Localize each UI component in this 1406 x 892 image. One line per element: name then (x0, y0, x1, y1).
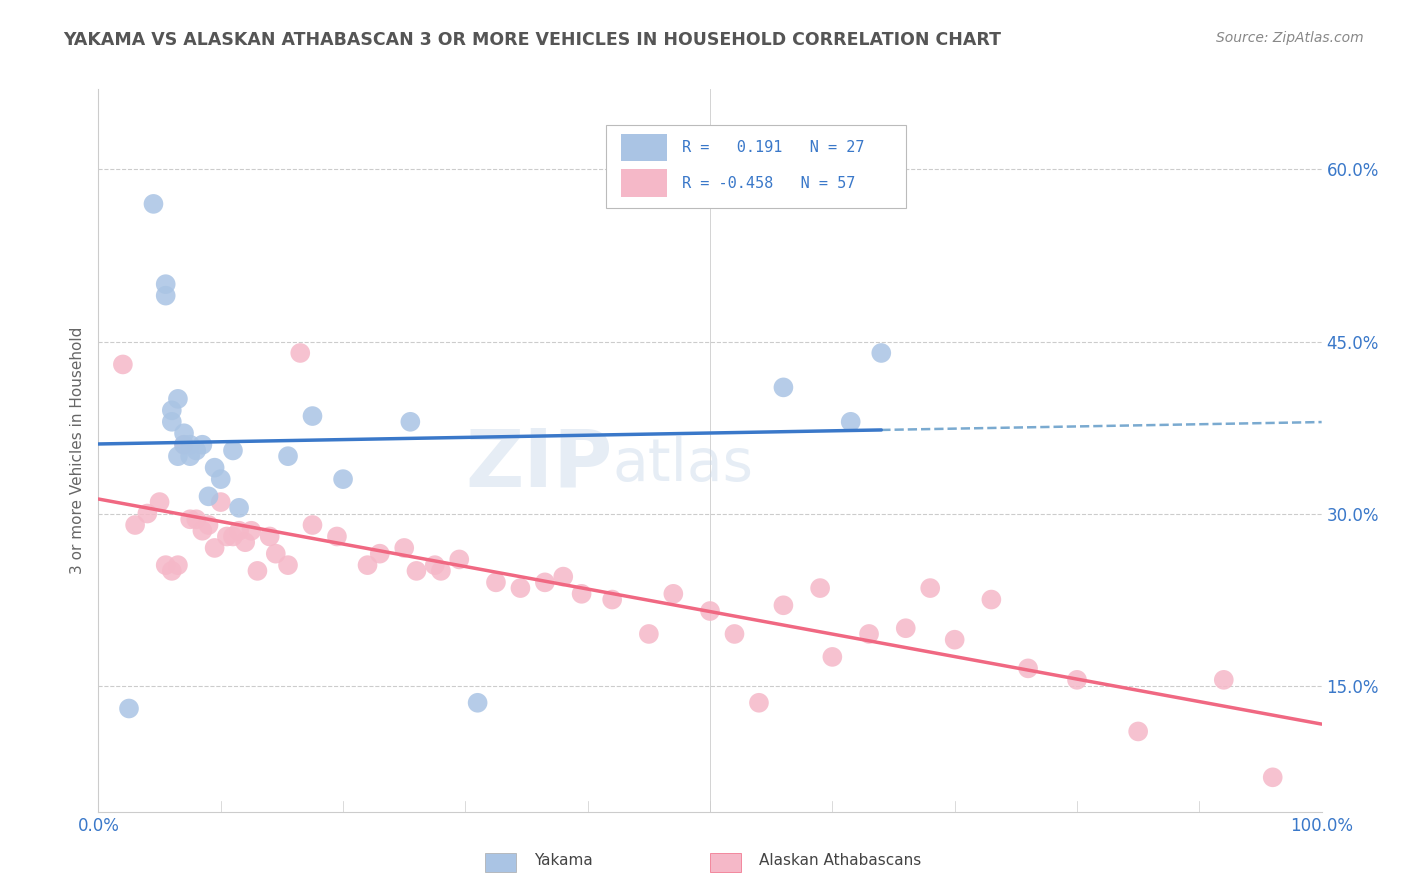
Point (197, 518, 219, 533)
Point (326, 529, 349, 543)
Point (423, 558, 446, 573)
Point (808, 581, 831, 595)
Point (173, 438, 195, 452)
Point (1261, 770, 1284, 784)
Point (246, 564, 269, 578)
Point (368, 547, 391, 561)
Point (534, 575, 557, 590)
Point (600, 592, 623, 607)
Point (186, 443, 208, 458)
Point (772, 380, 794, 394)
Text: Source: ZipAtlas.com: Source: ZipAtlas.com (1216, 31, 1364, 45)
Point (173, 426, 195, 441)
Point (209, 495, 232, 509)
Point (179, 449, 201, 463)
Point (405, 564, 427, 578)
Point (149, 495, 172, 509)
Point (894, 621, 917, 635)
Point (228, 500, 250, 515)
Point (111, 358, 134, 372)
Point (430, 564, 453, 578)
Text: R = -0.458   N = 57: R = -0.458 N = 57 (682, 176, 855, 191)
Point (124, 518, 146, 533)
Point (160, 403, 183, 417)
Point (186, 512, 208, 526)
Text: R =   0.191   N = 27: R = 0.191 N = 27 (682, 140, 865, 155)
Point (399, 415, 422, 429)
FancyBboxPatch shape (620, 169, 668, 197)
Point (228, 524, 250, 538)
Point (259, 529, 281, 543)
Point (264, 547, 287, 561)
Point (509, 581, 531, 595)
Point (449, 552, 471, 566)
Point (356, 558, 378, 573)
Point (215, 529, 238, 543)
Point (167, 558, 190, 573)
Y-axis label: 3 or more Vehicles in Household: 3 or more Vehicles in Household (70, 326, 86, 574)
Point (392, 541, 416, 555)
Point (553, 569, 575, 583)
Point (277, 449, 299, 463)
Point (301, 409, 323, 423)
Point (943, 632, 966, 647)
Point (209, 472, 232, 486)
Point (1128, 724, 1150, 739)
Point (136, 507, 159, 521)
Point (290, 346, 312, 360)
Point (301, 518, 323, 533)
Point (191, 524, 214, 538)
Point (821, 649, 844, 664)
Point (772, 599, 794, 613)
Text: ZIP: ZIP (465, 425, 612, 504)
Point (870, 346, 893, 360)
Point (699, 604, 721, 618)
Point (637, 627, 661, 641)
Point (204, 460, 226, 475)
Text: YAKAMA VS ALASKAN ATHABASCAN 3 OR MORE VEHICLES IN HOUSEHOLD CORRELATION CHART: YAKAMA VS ALASKAN ATHABASCAN 3 OR MORE V… (63, 31, 1001, 49)
Point (167, 449, 190, 463)
Point (222, 443, 245, 458)
Point (155, 558, 177, 573)
Point (571, 587, 593, 601)
Point (920, 581, 942, 595)
Point (332, 472, 354, 486)
Point (222, 529, 245, 543)
Point (1066, 673, 1088, 687)
Point (839, 415, 862, 429)
Point (485, 575, 508, 590)
Point (1212, 673, 1234, 687)
Text: atlas: atlas (612, 436, 754, 493)
Point (858, 627, 880, 641)
Point (160, 415, 183, 429)
Point (160, 564, 183, 578)
Point (142, 197, 165, 211)
Point (723, 627, 745, 641)
Point (277, 558, 299, 573)
Text: Alaskan Athabascans: Alaskan Athabascans (759, 854, 921, 868)
Point (118, 701, 141, 715)
Point (155, 277, 177, 292)
Point (1017, 661, 1039, 675)
FancyBboxPatch shape (620, 134, 668, 161)
Point (155, 288, 177, 302)
Point (179, 512, 201, 526)
Point (197, 489, 219, 503)
Point (173, 438, 195, 452)
Text: Yakama: Yakama (534, 854, 593, 868)
Point (191, 438, 214, 452)
Point (179, 438, 201, 452)
Point (980, 592, 1002, 607)
Point (233, 535, 256, 549)
Point (662, 587, 685, 601)
Point (204, 541, 226, 555)
FancyBboxPatch shape (606, 126, 905, 209)
Point (240, 524, 263, 538)
Point (748, 696, 770, 710)
Point (467, 696, 489, 710)
Point (167, 392, 190, 406)
